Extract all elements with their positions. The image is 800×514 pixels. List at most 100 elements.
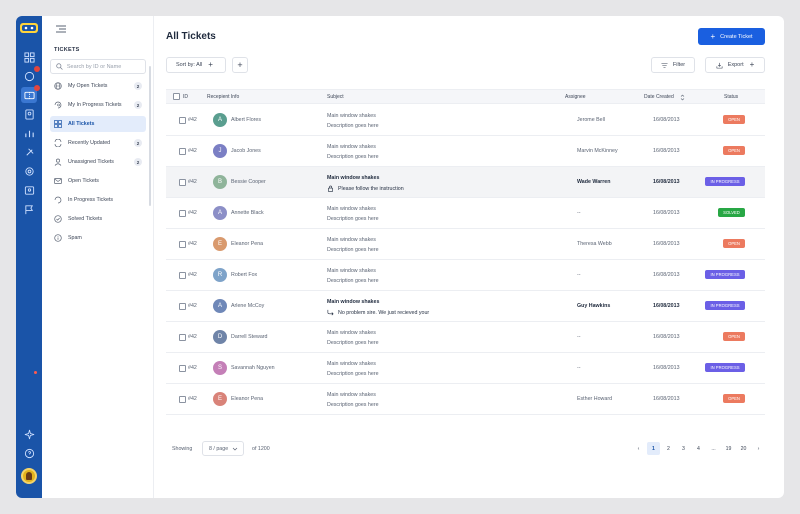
table-row[interactable]: #42 E Eleanor Pena Main window shakes Descri… [166, 229, 765, 260]
recipient-name[interactable]: Annette Black [231, 210, 264, 216]
row-checkbox[interactable] [179, 272, 186, 279]
row-checkbox[interactable] [179, 117, 186, 124]
sidebar-item-open[interactable]: Open Tickets [50, 173, 146, 189]
row-checkbox[interactable] [179, 241, 186, 248]
ticket-subject[interactable]: Main window shakes [327, 206, 376, 212]
create-ticket-button[interactable]: + Create Ticket [698, 28, 765, 45]
user-avatar[interactable] [21, 468, 37, 484]
page-button[interactable]: 2 [667, 445, 670, 452]
row-checkbox[interactable] [179, 396, 186, 403]
sidebar-item-all-tickets[interactable]: All Tickets [50, 116, 146, 132]
search-box[interactable] [50, 59, 146, 74]
recipient-name[interactable]: Robert Fox [231, 272, 258, 278]
sidebar-item-label: My Open Tickets [68, 83, 108, 89]
image-icon[interactable] [21, 182, 37, 198]
filter-button[interactable]: Filter [651, 57, 695, 73]
table-row[interactable]: #42 A Arlene McCoy Main window shakes No pro… [166, 291, 765, 322]
collapse-menu-icon[interactable] [56, 25, 66, 33]
row-checkbox[interactable] [179, 148, 186, 155]
contacts-icon[interactable] [21, 106, 37, 122]
sidebar-scrollbar[interactable] [149, 66, 151, 206]
sparkle-icon[interactable] [21, 426, 37, 442]
ticket-subject[interactable]: Main window shakes [327, 237, 376, 243]
ticket-id: #42 [188, 303, 197, 309]
table-row[interactable]: #42 A Annette Black Main window shakes Descr… [166, 198, 765, 229]
recipient-name[interactable]: Darrell Steward [231, 334, 268, 340]
assignee: Esther Howard [577, 396, 613, 402]
settings-icon[interactable] [21, 163, 37, 179]
row-checkbox[interactable] [179, 210, 186, 217]
ticket-subject[interactable]: Main window shakes [327, 299, 380, 305]
help-icon[interactable] [21, 445, 37, 461]
add-button[interactable]: + [232, 57, 248, 73]
sidebar-item-unassigned[interactable]: Unassigned Tickets 2 [50, 154, 146, 170]
chart-icon[interactable] [21, 125, 37, 141]
row-checkbox[interactable] [179, 303, 186, 310]
filter-icon [661, 62, 668, 68]
search-input[interactable] [66, 63, 145, 70]
sort-by-button[interactable]: Sort by: All + [166, 57, 226, 73]
ticket-subject[interactable]: Main window shakes [327, 268, 376, 274]
sidebar-item-in-progress[interactable]: In Progress Tickets [50, 192, 146, 208]
recipient-name[interactable]: Eleanor Pena [231, 396, 264, 402]
status-badge: OPEN [723, 115, 745, 124]
select-all-checkbox[interactable] [173, 93, 180, 100]
table-row[interactable]: #42 B Bessie Cooper Main window shakes Pleas… [166, 167, 765, 198]
table-row[interactable]: #42 J Jacob Jones Main window shakes Descrip… [166, 136, 765, 167]
page-button[interactable]: ... [711, 445, 716, 452]
ticket-subject[interactable]: Main window shakes [327, 144, 376, 150]
sidebar-item-my-in-progress[interactable]: My In Progress Tickets 2 [50, 97, 146, 113]
column-header-subject[interactable]: Subject [327, 94, 344, 100]
recipient-name[interactable]: Savannah Nguyen [231, 365, 275, 371]
column-header-status[interactable]: Status [724, 94, 739, 100]
page-button[interactable]: 20 [740, 445, 747, 452]
ticket-description-text: Description goes here [327, 154, 379, 160]
ticket-subject[interactable]: Main window shakes [327, 175, 380, 181]
ticket-subject[interactable]: Main window shakes [327, 392, 376, 398]
sidebar-item-label: Open Tickets [68, 178, 99, 184]
page-button[interactable]: 1 [647, 442, 660, 455]
recipient-name[interactable]: Albert Flores [231, 117, 262, 123]
row-checkbox[interactable] [179, 179, 186, 186]
export-button[interactable]: Export + [705, 57, 765, 73]
ticket-subject[interactable]: Main window shakes [327, 113, 376, 119]
ticket-subject[interactable]: Main window shakes [327, 330, 376, 336]
sort-icon[interactable] [680, 94, 685, 101]
reply-icon [327, 309, 334, 316]
recipient-name[interactable]: Jacob Jones [231, 148, 261, 154]
column-header-assignee[interactable]: Assignee [565, 94, 586, 100]
page-button[interactable]: 19 [725, 445, 732, 452]
table-row[interactable]: #42 D Darrell Steward Main window shakes Des… [166, 322, 765, 353]
sidebar-item-solved[interactable]: Solved Tickets [50, 211, 146, 227]
per-page-select[interactable]: 8 / page [202, 441, 244, 456]
table-row[interactable]: #42 S Savannah Nguyen Main window shakes Des… [166, 353, 765, 384]
row-checkbox[interactable] [179, 365, 186, 372]
plug-icon[interactable] [21, 144, 37, 160]
flag-icon[interactable] [21, 201, 37, 217]
date-created: 16/08/2013 [653, 148, 680, 154]
chevron-left-icon[interactable]: ‹ [637, 445, 640, 452]
table-row[interactable]: #42 E Eleanor Pena Main window shakes Descri… [166, 384, 765, 415]
create-ticket-label: Create Ticket [720, 33, 753, 40]
page-button[interactable]: 3 [682, 445, 685, 452]
column-header-recipient[interactable]: Recepient Info [207, 94, 240, 100]
chevron-down-icon [232, 447, 238, 450]
recipient-name[interactable]: Bessie Cooper [231, 179, 266, 185]
sidebar-item-my-open[interactable]: My Open Tickets 2 [50, 78, 146, 94]
table-row[interactable]: #42 R Robert Fox Main window shakes Descript… [166, 260, 765, 291]
sidebar-item-recently-updated[interactable]: Recently Updated 2 [50, 135, 146, 151]
column-header-id[interactable]: ID [183, 94, 188, 100]
table-row[interactable]: #42 A Albert Flores Main window shakes Descr… [166, 105, 765, 136]
ticket-nav: My Open Tickets 2 My In Progress Tickets 2… [50, 78, 146, 249]
chevron-right-icon[interactable]: › [757, 445, 760, 452]
recipient-name[interactable]: Arlene McCoy [231, 303, 265, 309]
tickets-icon[interactable] [21, 85, 40, 103]
sidebar-item-spam[interactable]: Spam [50, 230, 146, 246]
grid-icon[interactable] [21, 49, 37, 65]
chat-icon[interactable] [21, 66, 40, 84]
row-checkbox[interactable] [179, 334, 186, 341]
page-button[interactable]: 4 [697, 445, 700, 452]
column-header-date[interactable]: Date Created [644, 94, 674, 100]
ticket-subject[interactable]: Main window shakes [327, 361, 376, 367]
recipient-name[interactable]: Eleanor Pena [231, 241, 264, 247]
